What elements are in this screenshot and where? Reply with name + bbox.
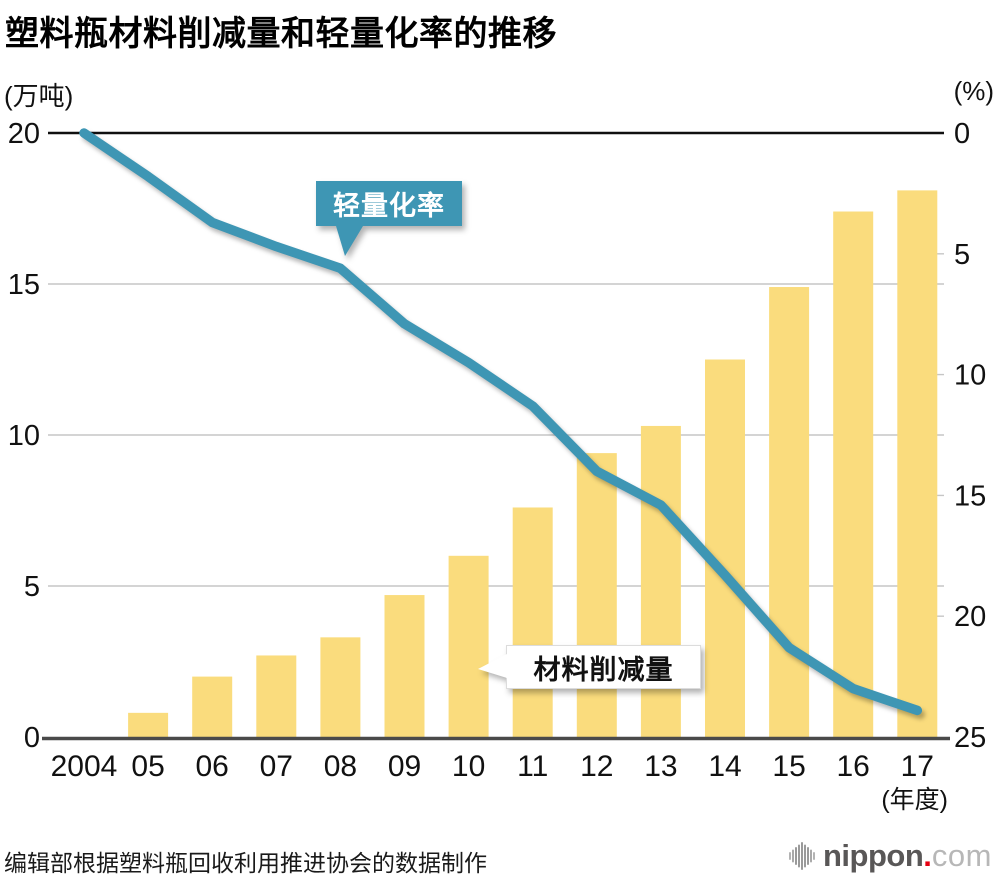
line-series-callout: 轻量化率 (316, 181, 462, 256)
bar-material-reduction (705, 359, 745, 738)
bar-series-label: 材料削减量 (506, 645, 701, 689)
bar-material-reduction (512, 507, 553, 738)
brand-wordmark: nippon . com (823, 838, 992, 874)
x-axis-tick-label: 13 (644, 750, 677, 783)
x-axis-tick-label: 07 (260, 750, 293, 783)
callout-tail-down (336, 226, 363, 256)
right-axis-unit-label: (%) (953, 76, 994, 106)
page-title: 塑料瓶材料削减量和轻量化率的推移 (5, 15, 557, 53)
line-series-label: 轻量化率 (316, 181, 462, 226)
bar-material-reduction (833, 211, 874, 738)
left-axis-unit-label: (万吨) (4, 81, 74, 111)
callout-tail-left (478, 654, 507, 678)
brand-logo: nippon . com (789, 838, 992, 874)
brand-text-bold: nippon (823, 838, 924, 873)
bar-material-reduction (128, 712, 169, 738)
trend-line-lightweight-rate (79, 128, 923, 716)
brand-text-light: com (931, 838, 992, 873)
x-axis-tick-label: 06 (196, 750, 229, 783)
bar-series-callout: 材料削减量 (478, 645, 701, 689)
bar-material-reduction (256, 655, 297, 738)
bar-material-reduction (769, 287, 810, 738)
bar-material-reduction (897, 190, 938, 738)
x-axis-tick-label: 10 (452, 750, 485, 783)
bar-material-reduction (576, 453, 617, 738)
right-axis-tick-label: 15 (954, 480, 986, 512)
left-axis-tick-label: 15 (8, 269, 40, 301)
x-axis-tick-label: 05 (131, 750, 164, 783)
x-axis-tick-label: 12 (580, 750, 613, 783)
bar-material-reduction (192, 676, 233, 738)
x-axis-tick-label: 11 (517, 750, 548, 783)
bar-material-reduction (320, 637, 361, 738)
right-axis-tick-label: 10 (954, 360, 986, 392)
x-axis-tick-label: 15 (772, 750, 805, 783)
left-axis-tick-label: 0 (24, 722, 40, 754)
bar-material-reduction (384, 595, 425, 738)
x-axis-tick-label: 2004 (51, 750, 118, 783)
x-axis-tick-label: 17 (901, 750, 934, 783)
brand-text-dot: . (923, 838, 932, 873)
left-axis-tick-label: 10 (8, 420, 40, 452)
left-axis-tick-label: 5 (24, 571, 40, 603)
x-axis-tick-label: 08 (324, 750, 357, 783)
right-axis-tick-label: 25 (954, 722, 986, 754)
bar-material-reduction (448, 555, 489, 738)
x-axis-tick-label: 09 (388, 750, 421, 783)
right-axis-tick-label: 0 (954, 118, 970, 150)
x-axis-unit-label: (年度) (881, 786, 948, 814)
x-axis-tick-label: 14 (708, 750, 741, 783)
left-axis-tick-label: 20 (8, 118, 40, 150)
soundwave-icon (789, 842, 815, 870)
right-axis-tick-label: 20 (954, 601, 986, 633)
bar-material-reduction (640, 425, 681, 738)
source-note: 编辑部根据塑料瓶回收利用推进协会的数据制作 (4, 850, 487, 876)
x-axis-tick-label: 16 (837, 750, 870, 783)
right-axis-tick-label: 5 (954, 239, 970, 271)
